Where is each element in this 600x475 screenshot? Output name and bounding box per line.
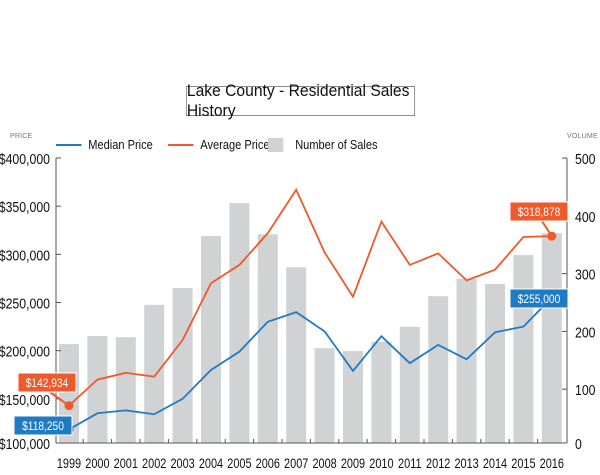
left-tick-label: $350,000 xyxy=(0,199,50,215)
x-tick-label: 2000 xyxy=(85,456,109,472)
left-tick-label: $250,000 xyxy=(0,295,50,311)
legend-sales: Number of Sales xyxy=(268,137,378,152)
bar-2002 xyxy=(144,304,165,443)
x-tick-label: 2014 xyxy=(483,456,507,472)
right-tick-label: 500 xyxy=(575,151,596,167)
x-tick-label: 2007 xyxy=(284,456,308,472)
annotation-box xyxy=(509,288,569,309)
right-tick-label: 0 xyxy=(575,436,582,452)
x-tick-label: 2016 xyxy=(540,456,564,472)
x-tick-label: 2002 xyxy=(142,456,166,472)
right-tick-label: 400 xyxy=(575,209,596,225)
x-tick-label: 2011 xyxy=(398,456,421,472)
x-tick-label: 1999 xyxy=(57,456,81,472)
x-tick-label: 2008 xyxy=(312,456,336,472)
x-tick-label: 2006 xyxy=(256,456,280,472)
legend-sales-label: Number of Sales xyxy=(295,137,378,152)
average-price-line xyxy=(68,187,552,407)
left-tick-label: $150,000 xyxy=(0,392,50,408)
x-tick-label: 2015 xyxy=(511,456,535,472)
annotation-box xyxy=(17,372,77,393)
x-tick-label: 2009 xyxy=(341,456,365,472)
left-tick-label: $400,000 xyxy=(0,151,50,167)
bar-2013 xyxy=(456,278,477,443)
bar-2005 xyxy=(229,203,250,443)
x-tick-label: 2012 xyxy=(426,456,450,472)
left-tick-label: $100,000 xyxy=(0,436,50,452)
bar-2003 xyxy=(172,288,193,443)
bar-2014 xyxy=(485,284,505,443)
x-tick-label: 2010 xyxy=(369,456,393,472)
annotation-label: $255,000 xyxy=(518,293,561,306)
legend-median-label: Median Price xyxy=(88,137,153,152)
annotation-label: $142,934 xyxy=(26,377,69,390)
chart-title: Lake County - Residential Sales History xyxy=(185,81,416,120)
annotation-pointer xyxy=(541,220,553,237)
bar-2000 xyxy=(87,336,108,443)
right-tick-label: 300 xyxy=(575,266,596,282)
right-axis-caption: VOLUME xyxy=(567,133,598,140)
left-tick-label: $300,000 xyxy=(0,247,50,263)
legend-sales-swatch xyxy=(268,137,284,152)
legend-average-swatch xyxy=(168,143,194,146)
bar-2001 xyxy=(115,337,136,443)
bar-2007 xyxy=(286,267,307,443)
bar-2004 xyxy=(201,236,221,443)
right-tick-label: 100 xyxy=(575,382,596,398)
annotation-label: $118,250 xyxy=(22,420,64,433)
bar-2010 xyxy=(371,341,392,443)
legend-median-swatch xyxy=(56,143,82,146)
x-tick-label: 2013 xyxy=(454,456,478,472)
median-price-line xyxy=(68,297,553,431)
bar-2012 xyxy=(428,296,449,443)
legend-average-label: Average Price xyxy=(200,137,270,152)
annotation-label: $318,878 xyxy=(518,206,561,219)
annotation-box xyxy=(509,201,569,222)
bar-2016 xyxy=(541,233,562,443)
left-tick-label: $200,000 xyxy=(0,344,50,360)
right-tick-label: 200 xyxy=(575,324,596,340)
legend-median: Median Price xyxy=(56,137,153,152)
legend-average: Average Price xyxy=(168,137,270,152)
bar-2006 xyxy=(257,234,278,443)
x-tick-label: 2003 xyxy=(170,456,194,472)
x-tick-label: 2001 xyxy=(114,456,138,472)
x-tick-label: 2004 xyxy=(199,456,223,472)
x-tick-label: 2005 xyxy=(227,456,251,472)
bar-2009 xyxy=(343,351,363,443)
bar-2008 xyxy=(314,348,335,443)
bar-2011 xyxy=(399,326,420,443)
left-axis-caption: PRICE xyxy=(10,133,33,140)
bar-2015 xyxy=(513,255,534,443)
annotation-pointer xyxy=(49,391,70,407)
annotation-box xyxy=(13,415,73,436)
